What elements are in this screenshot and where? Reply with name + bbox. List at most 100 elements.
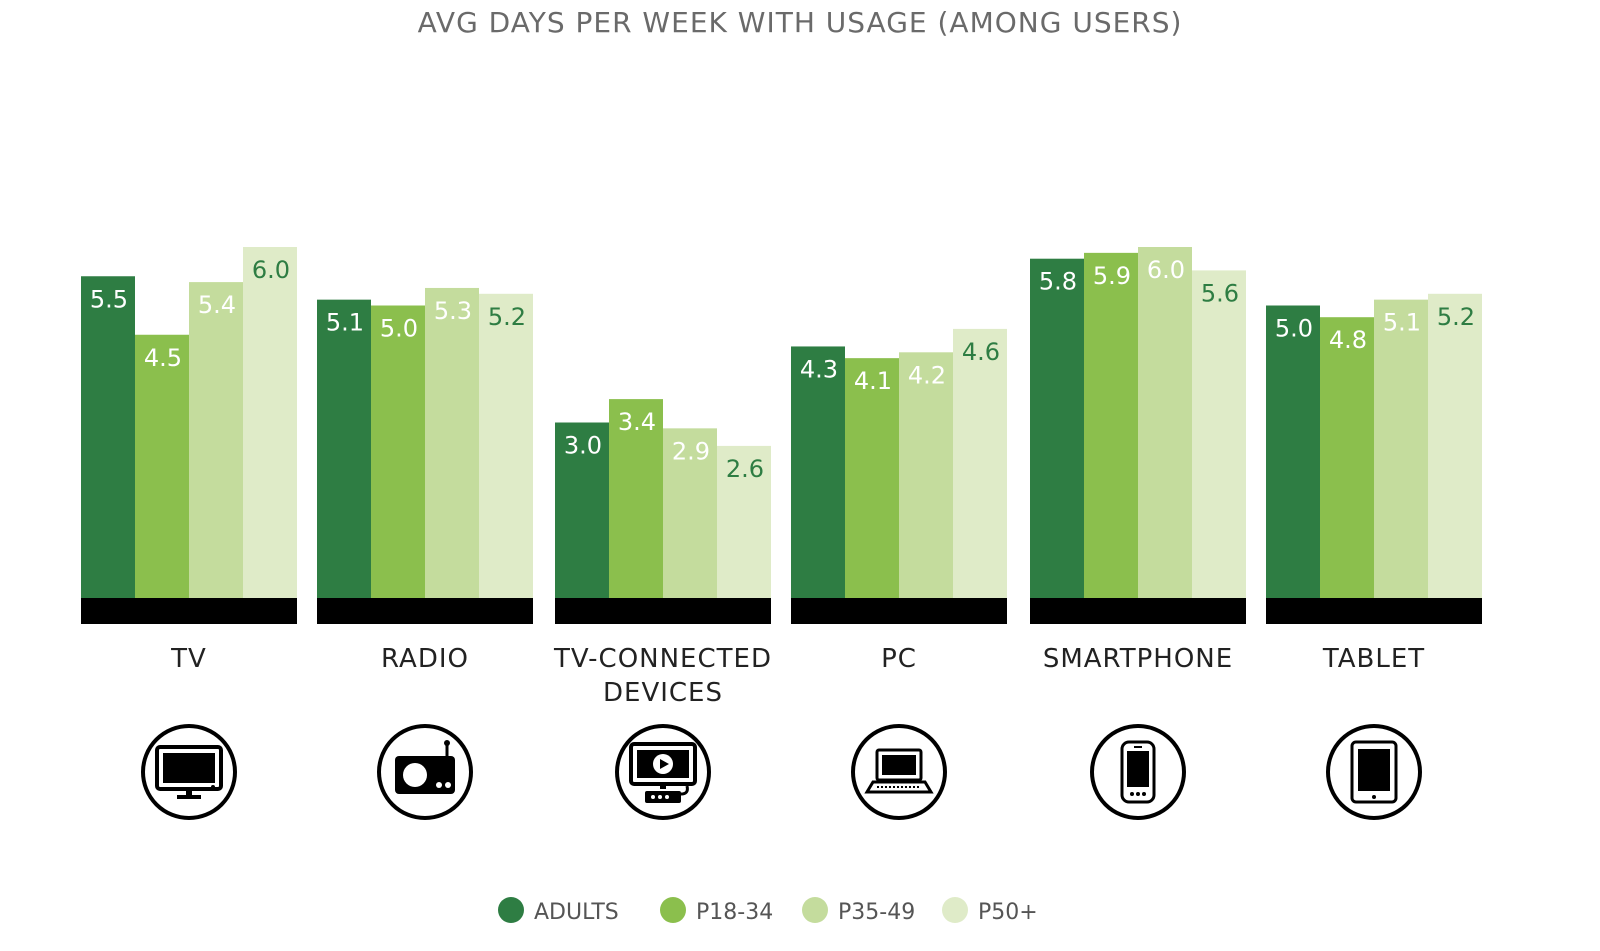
bar-group-tv-connected-devices xyxy=(555,399,771,598)
tv-screen-fill xyxy=(163,753,215,783)
category-label-tv: TV xyxy=(170,644,207,674)
bar-tv-connected-devices-adults xyxy=(555,422,609,598)
bar-smartphone-p50 xyxy=(1192,270,1246,598)
radio-speaker xyxy=(403,763,427,787)
value-label-smartphone-p50: 5.6 xyxy=(1201,279,1239,307)
bar-smartphone-adults xyxy=(1030,258,1084,598)
bar-pc-p18-34 xyxy=(845,358,899,598)
legend-swatch xyxy=(942,897,968,923)
bar-pc-p50 xyxy=(953,328,1007,598)
value-label-tv-p18-34: 4.5 xyxy=(144,344,182,372)
legend-label: P35-49 xyxy=(838,900,915,925)
bar-tablet-adults xyxy=(1266,305,1320,598)
phone-dot-2 xyxy=(1136,792,1140,796)
value-label-tv-connected-devices-p35-49: 2.9 xyxy=(672,437,710,465)
tv-power-dot xyxy=(211,785,215,789)
category-icons-layer xyxy=(141,724,1422,820)
radio-knob-1 xyxy=(436,782,442,788)
bar-group-pc xyxy=(791,328,1007,598)
tv-connected-device-icon xyxy=(615,724,711,820)
phone-dot-1 xyxy=(1130,792,1134,796)
tv-stand xyxy=(177,795,201,799)
bar-tv-p50 xyxy=(243,247,297,598)
play-triangle xyxy=(660,759,669,769)
bar-tablet-p35-49 xyxy=(1374,299,1428,598)
value-label-smartphone-p18-34: 5.9 xyxy=(1093,262,1131,290)
legend-label: P50+ xyxy=(978,900,1038,925)
tv-icon xyxy=(141,724,237,820)
legend-item-p35-49: P35-49 xyxy=(802,897,915,925)
phone-dot-3 xyxy=(1142,792,1146,796)
category-base-radio xyxy=(317,598,533,624)
category-label-line: RADIO xyxy=(381,644,469,674)
value-label-tv-connected-devices-adults: 3.0 xyxy=(564,432,602,460)
value-label-radio-p35-49: 5.3 xyxy=(434,297,472,325)
legend: ADULTS P18-34 P35-49 P50+ xyxy=(498,897,1038,925)
value-label-pc-p18-34: 4.1 xyxy=(854,367,892,395)
value-label-tv-p35-49: 5.4 xyxy=(198,291,236,319)
value-label-radio-p50: 5.2 xyxy=(488,303,526,331)
value-label-pc-p50: 4.6 xyxy=(962,338,1000,366)
tablet-screen xyxy=(1358,749,1390,791)
value-label-tablet-p35-49: 5.1 xyxy=(1383,309,1421,337)
bar-tv-connected-devices-p18-34 xyxy=(609,399,663,598)
laptop-icon xyxy=(851,724,947,820)
legend-item-p50: P50+ xyxy=(942,897,1038,925)
category-labels-layer: TV RADIO TV-CONNECTED DEVICES PC SMARTPHONE TA… xyxy=(170,644,1425,708)
category-bases-layer xyxy=(81,598,1482,624)
bar-smartphone-p35-49 xyxy=(1138,247,1192,598)
radio-knob-2 xyxy=(445,782,451,788)
category-label-line: SMARTPHONE xyxy=(1043,644,1233,674)
value-label-tablet-p18-34: 4.8 xyxy=(1329,326,1367,354)
value-label-tv-connected-devices-p18-34: 3.4 xyxy=(618,408,656,436)
legend-label: P18-34 xyxy=(696,900,773,925)
tv-neck xyxy=(186,789,192,795)
bar-radio-p35-49 xyxy=(425,287,479,598)
box-light-1 xyxy=(651,795,655,799)
value-label-radio-p18-34: 5.0 xyxy=(380,315,418,343)
tablet-icon xyxy=(1326,724,1422,820)
category-base-pc xyxy=(791,598,1007,624)
bar-tv-p35-49 xyxy=(189,282,243,598)
legend-item-p18-34: P18-34 xyxy=(660,897,773,925)
value-label-tablet-adults: 5.0 xyxy=(1275,315,1313,343)
category-base-tv xyxy=(81,598,297,624)
chart-title: AVG DAYS PER WEEK WITH USAGE (AMONG USER… xyxy=(418,6,1183,39)
category-base-tv-connected-devices xyxy=(555,598,771,624)
bar-radio-p18-34 xyxy=(371,305,425,598)
bar-tablet-p18-34 xyxy=(1320,317,1374,598)
bar-tablet-p50 xyxy=(1428,293,1482,598)
value-label-smartphone-p35-49: 6.0 xyxy=(1147,256,1185,284)
category-base-tablet xyxy=(1266,598,1482,624)
category-label-line: DEVICES xyxy=(603,678,723,708)
radio-antenna-tip xyxy=(444,740,450,746)
bar-tv-connected-devices-p50 xyxy=(717,445,771,598)
box-light-3 xyxy=(665,795,669,799)
smartphone-icon xyxy=(1090,724,1186,820)
bar-radio-p50 xyxy=(479,293,533,598)
bar-tv-p18-34 xyxy=(135,334,189,598)
legend-label: ADULTS xyxy=(534,900,619,925)
value-label-tv-connected-devices-p50: 2.6 xyxy=(726,455,764,483)
laptop-screen xyxy=(882,755,916,775)
category-label-tablet: TABLET xyxy=(1322,644,1425,674)
category-label-smartphone: SMARTPHONE xyxy=(1043,644,1233,674)
value-label-tv-adults: 5.5 xyxy=(90,285,128,313)
bar-tv-connected-devices-p35-49 xyxy=(663,428,717,598)
value-label-pc-adults: 4.3 xyxy=(800,355,838,383)
category-label-line: TV-CONNECTED xyxy=(553,644,772,674)
category-label-line: TV xyxy=(170,644,207,674)
radio-icon xyxy=(377,724,473,820)
phone-screen xyxy=(1127,751,1149,787)
box-light-2 xyxy=(658,795,662,799)
value-label-tablet-p50: 5.2 xyxy=(1437,303,1475,331)
category-label-line: PC xyxy=(881,644,917,674)
category-label-line: TABLET xyxy=(1322,644,1425,674)
bars-layer xyxy=(81,247,1482,598)
bar-group-radio xyxy=(317,287,533,598)
legend-swatch xyxy=(802,897,828,923)
bar-group-smartphone xyxy=(1030,247,1246,598)
legend-swatch xyxy=(660,897,686,923)
bar-group-tv xyxy=(81,247,297,598)
